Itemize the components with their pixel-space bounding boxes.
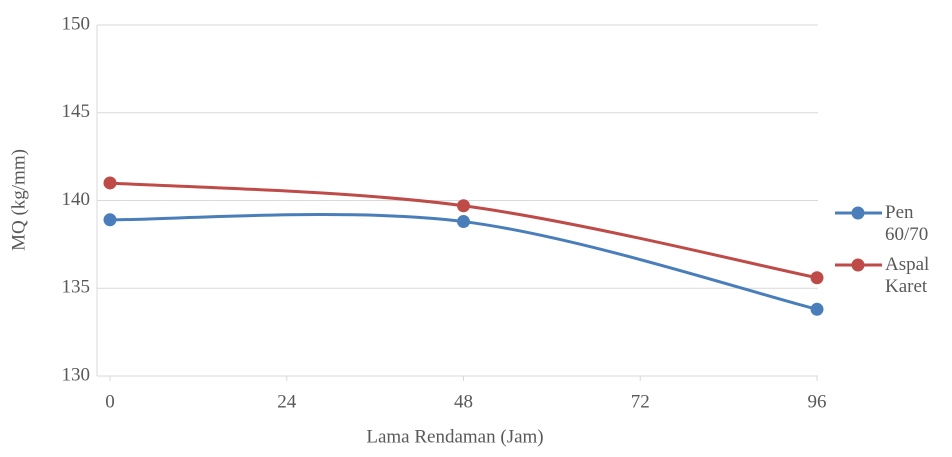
legend-label: Aspal Karet bbox=[885, 254, 945, 298]
x-tick-label: 24 bbox=[277, 391, 297, 412]
data-point bbox=[104, 213, 117, 226]
y-tick-label: 150 bbox=[62, 13, 91, 34]
y-axis-label: MQ (kg/mm) bbox=[8, 149, 29, 251]
legend-marker bbox=[852, 207, 865, 220]
x-tick-label: 96 bbox=[808, 391, 827, 412]
data-point bbox=[457, 199, 470, 212]
series-line bbox=[110, 183, 817, 278]
data-point bbox=[457, 215, 470, 228]
legend-label: Pen 60/70 bbox=[885, 202, 945, 246]
y-tick-label: 140 bbox=[62, 189, 91, 210]
data-point bbox=[811, 271, 824, 284]
data-point bbox=[811, 303, 824, 316]
y-tick-label: 130 bbox=[62, 364, 91, 385]
data-point bbox=[104, 176, 117, 189]
x-axis-label: Lama Rendaman (Jam) bbox=[366, 426, 543, 447]
series-line bbox=[110, 215, 817, 310]
x-tick-label: 48 bbox=[454, 391, 473, 412]
legend-marker bbox=[852, 259, 865, 272]
chart: Lama Rendaman (Jam) MQ (kg/mm) 130 135 140… bbox=[0, 0, 952, 452]
y-tick-label: 135 bbox=[62, 277, 91, 298]
page: Lama Rendaman (Jam) MQ (kg/mm) 130 135 140… bbox=[0, 0, 952, 452]
x-tick-label: 0 bbox=[105, 391, 115, 412]
x-tick-label: 72 bbox=[631, 391, 650, 412]
y-tick-label: 145 bbox=[62, 101, 91, 122]
